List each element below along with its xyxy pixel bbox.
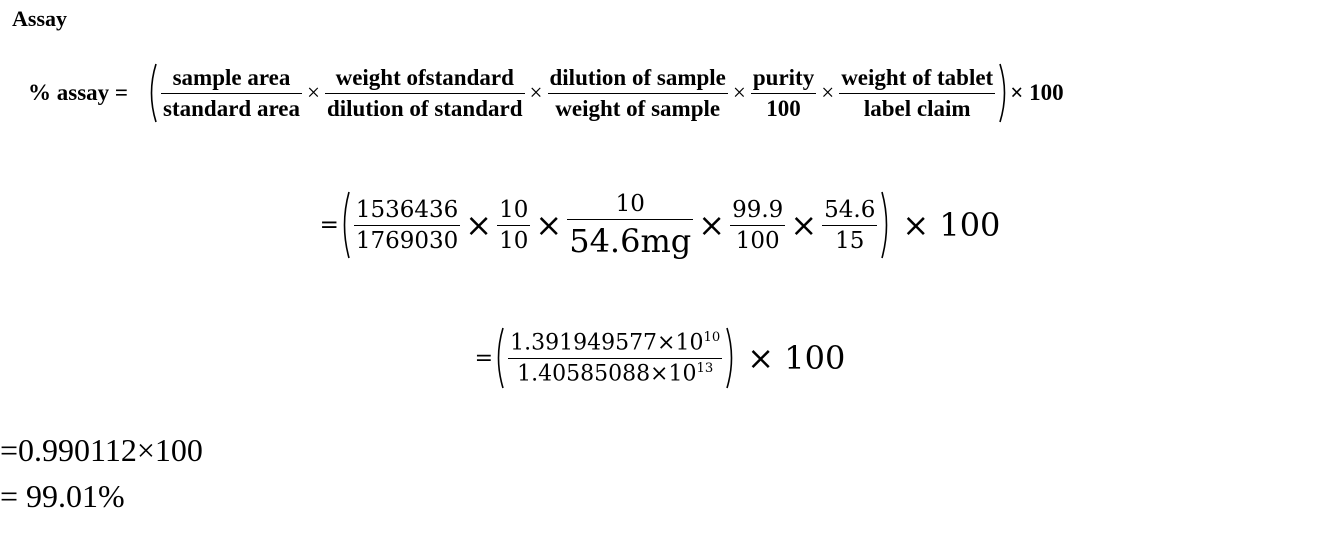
- fraction: dilution of sample weight of sample: [547, 64, 728, 122]
- denominator: 100: [766, 95, 801, 121]
- denominator: weight of sample: [555, 95, 721, 121]
- numerator: dilution of sample: [549, 64, 726, 90]
- numerator: 1.391949577×1010: [508, 330, 722, 357]
- operator: ×: [529, 80, 543, 105]
- fraction-bar: [497, 224, 531, 226]
- fraction-bar: [324, 92, 525, 94]
- numerator: sample area: [172, 64, 291, 90]
- denominator-exponent: 13: [696, 360, 714, 376]
- denominator-mantissa: 1.40585088×10: [517, 360, 697, 386]
- numerator: purity: [752, 64, 815, 90]
- fraction-bar: [353, 224, 461, 226]
- numerator: 54.6: [824, 196, 876, 223]
- fraction: weight of tablet label claim: [839, 64, 996, 122]
- fraction: 10 54.6mg: [567, 190, 694, 260]
- left-paren: [150, 63, 157, 123]
- paren-stroke: [726, 327, 733, 389]
- tail: × 100: [1010, 80, 1064, 105]
- fraction-bar: [750, 92, 817, 94]
- numerator: weight ofstandard: [335, 64, 514, 90]
- paren-stroke: [881, 191, 888, 259]
- lhs: % assay =: [28, 80, 129, 105]
- formula: % assay = sample area standard area × weight…: [28, 62, 1064, 124]
- denominator: 100: [735, 227, 780, 254]
- fraction: purity 100: [750, 64, 817, 122]
- operator: ×: [790, 206, 818, 244]
- step-3: =0.990112×100: [0, 432, 203, 468]
- tail: × 100: [902, 206, 1001, 244]
- prefix: =: [474, 345, 494, 371]
- right-paren: [881, 191, 888, 259]
- step-2: = 1.391949577×1010 1.40585088×1013 × 100: [0, 326, 1320, 390]
- fraction-bar: [839, 92, 996, 94]
- operator: ×: [732, 80, 746, 105]
- left-paren: [343, 191, 350, 259]
- prefix: =: [319, 212, 339, 238]
- fraction: 99.9 100: [730, 196, 786, 254]
- fraction-bar: [508, 357, 723, 359]
- numerator: 99.9: [732, 196, 784, 223]
- paren-stroke: [343, 191, 350, 259]
- denominator: dilution of standard: [326, 95, 523, 121]
- denominator: 54.6mg: [569, 221, 692, 260]
- tail: × 100: [747, 339, 846, 377]
- fraction-bar: [161, 92, 302, 94]
- left-paren: [497, 327, 504, 389]
- denominator: 1769030: [355, 227, 459, 254]
- paren-stroke: [999, 63, 1006, 123]
- step-4: = 99.01%: [0, 478, 125, 514]
- numerator: 10: [615, 190, 645, 217]
- denominator: label claim: [863, 95, 971, 121]
- right-paren: [999, 63, 1006, 123]
- fraction: sample area standard area: [161, 65, 302, 122]
- denominator: 10: [499, 227, 529, 254]
- fraction: 54.6 15: [822, 196, 878, 254]
- fraction: 1.391949577×1010 1.40585088×1013: [508, 330, 723, 386]
- numerator: 1536436: [355, 196, 459, 223]
- denominator: standard area: [163, 95, 300, 121]
- operator: ×: [698, 206, 726, 244]
- fraction-bar: [822, 224, 878, 226]
- numerator-mantissa: 1.391949577×10: [510, 330, 704, 356]
- operator: ×: [306, 80, 320, 105]
- fraction: weight ofstandard dilution of standard: [324, 64, 525, 122]
- denominator: 15: [835, 227, 865, 254]
- operator: ×: [535, 206, 563, 244]
- denominator: 1.40585088×1013: [515, 359, 715, 386]
- numerator-exponent: 10: [703, 330, 721, 346]
- fraction: 10 10: [497, 196, 531, 254]
- fraction-bar: [567, 218, 694, 220]
- numerator: weight of tablet: [841, 64, 994, 90]
- fraction-bar: [547, 92, 728, 94]
- right-paren: [726, 327, 733, 389]
- fraction-bar: [730, 224, 786, 226]
- operator: ×: [465, 206, 493, 244]
- step-1: = 1536436 1769030 × 10 10 × 10 54.6mg × 99.9 100 × 54…: [0, 190, 1320, 260]
- heading: Assay: [12, 6, 68, 31]
- paren-stroke: [497, 327, 504, 389]
- operator: ×: [821, 80, 835, 105]
- fraction: 1536436 1769030: [353, 196, 461, 254]
- paren-stroke: [150, 63, 157, 123]
- numerator: 10: [499, 196, 529, 223]
